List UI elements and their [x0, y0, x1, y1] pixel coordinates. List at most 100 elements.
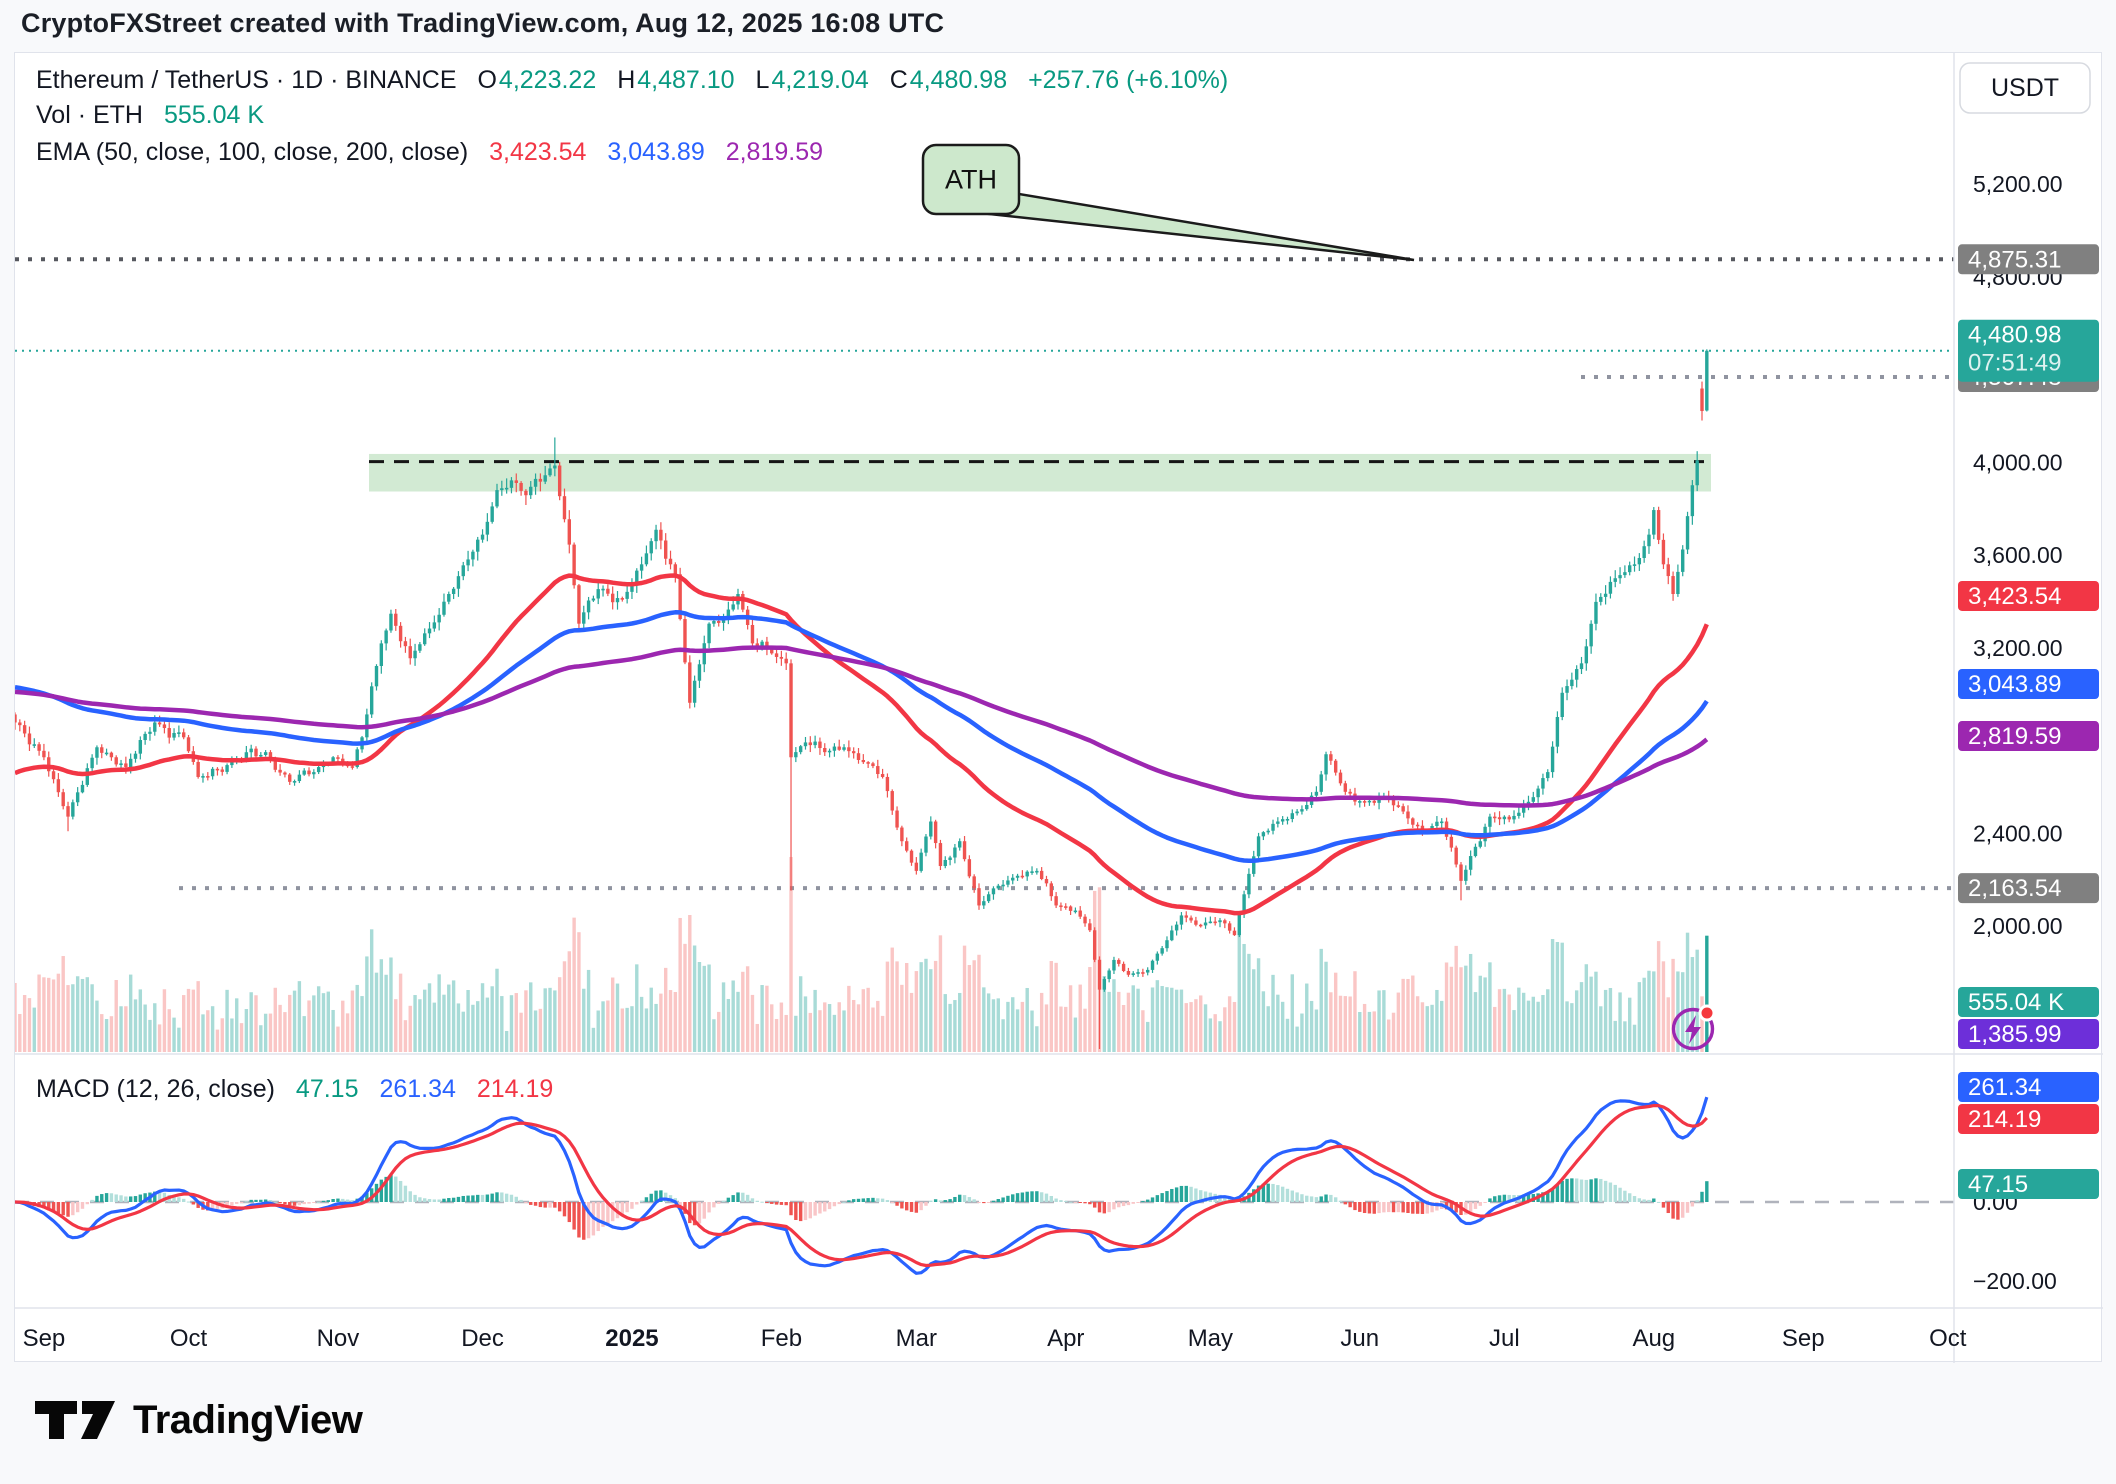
time-axis-label[interactable]: Sep [1782, 1325, 1825, 1352]
candle-body[interactable] [104, 752, 109, 755]
candle-body[interactable] [1705, 350, 1709, 411]
candle-body[interactable] [480, 534, 485, 540]
candle-body[interactable] [1594, 601, 1598, 624]
candle-body[interactable] [1324, 754, 1328, 775]
candle-body[interactable] [538, 478, 543, 482]
candle-body[interactable] [919, 852, 923, 871]
candle-body[interactable] [1102, 979, 1107, 990]
candle-body[interactable] [1478, 841, 1482, 847]
candle-body[interactable] [1165, 940, 1169, 949]
candle-body[interactable] [1642, 546, 1646, 558]
time-axis-label[interactable]: Mar [896, 1325, 937, 1352]
candle-body[interactable] [866, 762, 870, 764]
candle-body[interactable] [244, 752, 249, 761]
time-axis-label[interactable]: Oct [1929, 1325, 1967, 1352]
candle-body[interactable] [423, 633, 427, 645]
macd-signal-line[interactable] [15, 1104, 1708, 1268]
time-axis-label[interactable]: 2025 [605, 1325, 658, 1352]
candle-body[interactable] [1232, 930, 1237, 936]
candle-body[interactable] [529, 486, 533, 496]
candle-body[interactable] [350, 766, 355, 768]
candle-body[interactable] [1290, 813, 1294, 819]
candle-body[interactable] [220, 769, 224, 772]
candle-body[interactable] [500, 488, 504, 491]
candle-body[interactable] [1628, 565, 1632, 573]
candle-body[interactable] [292, 781, 297, 783]
candle-body[interactable] [273, 758, 277, 770]
candle-body[interactable] [1391, 800, 1396, 806]
candle-body[interactable] [341, 758, 345, 764]
candle-body[interactable] [774, 653, 779, 657]
candle-body[interactable] [601, 588, 605, 591]
usdt-button[interactable] [1959, 62, 2091, 114]
candle-body[interactable] [1401, 806, 1405, 812]
candle-body[interactable] [1497, 817, 1502, 820]
candle-body[interactable] [813, 741, 817, 746]
candle-body[interactable] [721, 618, 726, 623]
candle-body[interactable] [1261, 832, 1266, 837]
candle-body[interactable] [986, 894, 991, 902]
candle-body[interactable] [196, 761, 200, 777]
candle-body[interactable] [461, 565, 465, 577]
candle-body[interactable] [678, 574, 682, 620]
time-axis-label[interactable]: Apr [1047, 1325, 1084, 1352]
candle-body[interactable] [437, 614, 441, 623]
candle-body[interactable] [615, 598, 620, 603]
time-axis-label[interactable]: Oct [170, 1325, 208, 1352]
candle-body[interactable] [1690, 485, 1695, 517]
candle-body[interactable] [128, 758, 133, 767]
candle-body[interactable] [268, 752, 273, 759]
candle-body[interactable] [336, 757, 340, 759]
candle-body[interactable] [490, 506, 494, 522]
candle-body[interactable] [355, 749, 359, 767]
candle-body[interactable] [495, 490, 499, 507]
candle-body[interactable] [1565, 686, 1569, 693]
candle-body[interactable] [659, 529, 663, 541]
candle-body[interactable] [1160, 948, 1164, 954]
candle-body[interactable] [1459, 864, 1463, 881]
candle-body[interactable] [625, 591, 629, 599]
candle-body[interactable] [259, 754, 263, 757]
candle-body[interactable] [717, 620, 721, 623]
candle-body[interactable] [47, 757, 51, 772]
candle-body[interactable] [1541, 778, 1545, 789]
candle-body[interactable] [27, 733, 32, 745]
chart-canvas[interactable]: ATHUSDT5,200.004,800.004,000.003,600.003… [15, 53, 2103, 1363]
candle-body[interactable] [702, 643, 706, 665]
candle-body[interactable] [1126, 971, 1131, 975]
candle-body[interactable] [668, 558, 673, 565]
candle-body[interactable] [1305, 804, 1309, 810]
candle-body[interactable] [649, 541, 653, 554]
candle-body[interactable] [302, 770, 306, 775]
candle-body[interactable] [991, 888, 996, 895]
candle-body[interactable] [1203, 922, 1208, 926]
candle-body[interactable] [789, 663, 793, 758]
candle-body[interactable] [770, 649, 774, 654]
candle-body[interactable] [1059, 905, 1063, 908]
candle-body[interactable] [1652, 510, 1656, 535]
ath-callout-box[interactable] [921, 143, 1021, 216]
candle-body[interactable] [447, 593, 451, 602]
candle-body[interactable] [586, 600, 591, 613]
ema200-line[interactable] [15, 645, 1709, 808]
candle-body[interactable] [167, 728, 171, 738]
candle-body[interactable] [1319, 774, 1323, 792]
time-axis-label[interactable]: Aug [1632, 1325, 1675, 1352]
candle-body[interactable] [958, 841, 962, 848]
candle-body[interactable] [1531, 797, 1535, 802]
candle-body[interactable] [1170, 930, 1174, 941]
candle-body[interactable] [1613, 578, 1617, 582]
candle-body[interactable] [818, 741, 822, 749]
candle-body[interactable] [109, 752, 114, 758]
candle-body[interactable] [779, 656, 784, 659]
candle-body[interactable] [1131, 973, 1135, 975]
candle-body[interactable] [172, 732, 176, 738]
candle-body[interactable] [1589, 623, 1593, 647]
candle-body[interactable] [389, 613, 393, 631]
candle-body[interactable] [427, 628, 432, 634]
candle-body[interactable] [1333, 760, 1338, 773]
candle-body[interactable] [42, 750, 46, 758]
candle-body[interactable] [620, 598, 625, 600]
candle-body[interactable] [148, 731, 152, 734]
candle-body[interactable] [1112, 959, 1116, 971]
